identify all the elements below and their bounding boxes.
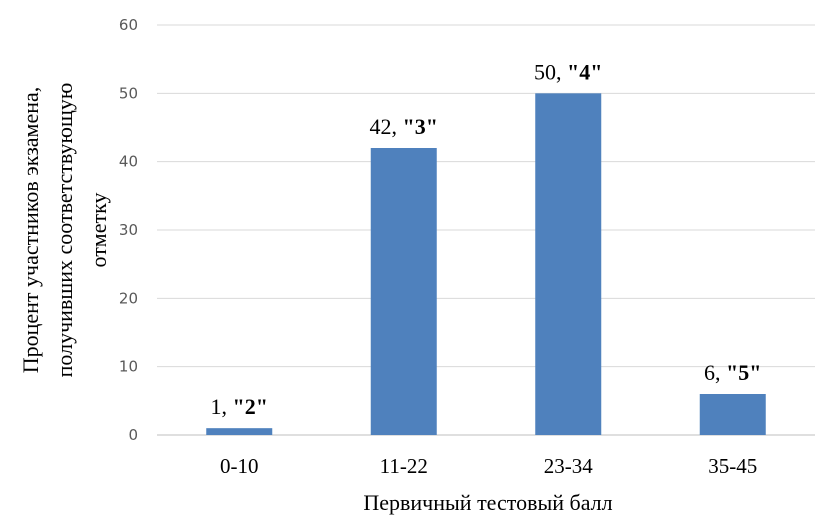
y-axis-title-line: отметку [86,192,111,267]
data-label: 42, "3" [370,114,438,139]
x-category-label: 23-34 [544,454,593,478]
y-axis-title-line: получивших соответствующую [52,83,77,378]
x-axis-title: Первичный тестовый балл [363,490,612,515]
gridlines [157,24,815,436]
y-tick-label: 40 [119,153,138,171]
bar [370,148,437,435]
y-axis-title: Процент участников экзамена, получивших с… [18,83,111,378]
bar [699,394,766,435]
y-tick-label: 30 [119,221,138,239]
y-axis-title-line: Процент участников экзамена, [18,87,43,374]
bar [535,93,602,435]
data-label: 6, "5" [704,360,761,385]
bar [206,428,273,435]
y-axis-ticks: 0 10 20 30 40 50 60 [119,16,138,444]
x-category-label: 35-45 [708,454,757,478]
x-category-label: 0-10 [220,454,259,478]
y-tick-label: 50 [119,84,138,102]
y-tick-label: 60 [119,16,138,34]
y-tick-label: 0 [128,426,138,444]
data-label: 50, "4" [534,59,602,84]
data-labels: 1, "2" 42, "3" 50, "4" 6, "5" [211,59,762,419]
x-category-label: 11-22 [380,454,428,478]
data-label: 1, "2" [211,394,268,419]
y-tick-label: 10 [119,358,138,376]
x-axis-categories: 0-10 11-22 23-34 35-45 [220,454,757,478]
y-tick-label: 20 [119,289,138,307]
bars [206,93,766,435]
